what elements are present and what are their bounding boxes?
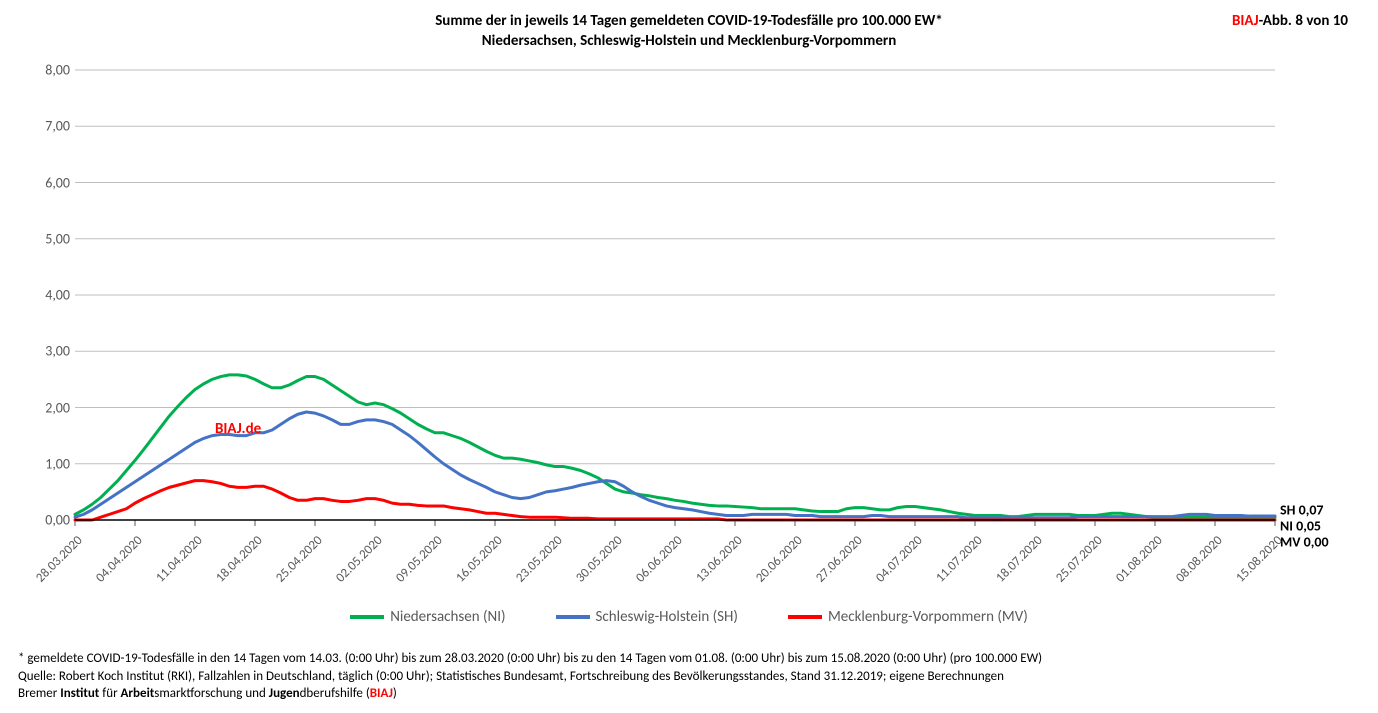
x-tick-label: 20.06.2020 xyxy=(753,533,806,586)
figure-number-label: BIAJ-Abb. 8 von 10 xyxy=(1232,12,1348,30)
legend-item-SH: Schleswig-Holstein (SH) xyxy=(556,608,738,626)
x-axis-labels: 28.03.202004.04.202011.04.202018.04.2020… xyxy=(75,525,1275,605)
x-tick-label: 04.04.2020 xyxy=(93,533,146,586)
biaj-watermark: BIAJ.de xyxy=(215,420,261,438)
legend-label: Niedersachsen (NI) xyxy=(390,608,505,626)
biaj-prefix: BIAJ xyxy=(1232,12,1259,30)
x-tick-label: 23.05.2020 xyxy=(513,533,566,586)
x-tick-label: 11.04.2020 xyxy=(153,533,206,586)
y-tick-label: 8,00 xyxy=(45,62,70,79)
legend-label: Schleswig-Holstein (SH) xyxy=(596,608,738,626)
x-tick-label: 11.07.2020 xyxy=(933,533,986,586)
legend: Niedersachsen (NI) Schleswig-Holstein (SH… xyxy=(0,608,1378,626)
end-value-label: SH 0,07 xyxy=(1280,502,1324,519)
x-tick-label: 18.04.2020 xyxy=(213,533,266,586)
title-line-1: Summe der in jeweils 14 Tagen gemeldeten… xyxy=(0,12,1378,32)
x-tick-label: 08.08.2020 xyxy=(1173,533,1226,586)
legend-label: Mecklenburg-Vorpommern (MV) xyxy=(828,608,1028,626)
x-tick-label: 16.05.2020 xyxy=(453,533,506,586)
footnote: * gemeldete COVID-19-Todesfälle in den 1… xyxy=(18,650,1358,703)
footnote-line-1: * gemeldete COVID-19-Todesfälle in den 1… xyxy=(18,650,1358,668)
series-end-labels: SH 0,07NI 0,05MV 0,00 xyxy=(1280,70,1370,520)
legend-item-NI: Niedersachsen (NI) xyxy=(350,608,505,626)
y-tick-label: 7,00 xyxy=(45,118,70,135)
plot-area: BIAJ.de xyxy=(75,70,1275,520)
x-tick-label: 28.03.2020 xyxy=(33,533,86,586)
x-tick-label: 13.06.2020 xyxy=(693,533,746,586)
x-tick-label: 25.04.2020 xyxy=(273,533,326,586)
footnote-line-2: Quelle: Robert Koch Institut (RKI), Fall… xyxy=(18,668,1358,686)
legend-swatch xyxy=(350,615,384,619)
y-tick-label: 4,00 xyxy=(45,287,70,304)
plot-svg xyxy=(75,70,1275,520)
x-tick-label: 09.05.2020 xyxy=(393,533,446,586)
x-tick-label: 02.05.2020 xyxy=(333,533,386,586)
legend-swatch xyxy=(788,615,822,619)
y-tick-label: 0,00 xyxy=(45,512,70,529)
series-line-NI xyxy=(75,375,1275,517)
title-line-2: Niedersachsen, Schleswig-Holstein und Me… xyxy=(0,32,1378,52)
y-axis-labels: 0,001,002,003,004,005,006,007,008,00 xyxy=(20,70,70,520)
end-value-label: NI 0,05 xyxy=(1280,518,1321,535)
x-tick-label: 27.06.2020 xyxy=(813,533,866,586)
x-tick-label: 18.07.2020 xyxy=(993,533,1046,586)
chart-container: Summe der in jeweils 14 Tagen gemeldeten… xyxy=(0,0,1378,713)
y-tick-label: 3,00 xyxy=(45,343,70,360)
x-tick-label: 04.07.2020 xyxy=(873,533,926,586)
legend-swatch xyxy=(556,615,590,619)
y-tick-label: 5,00 xyxy=(45,230,70,247)
y-tick-label: 1,00 xyxy=(45,455,70,472)
x-tick-label: 15.08.2020 xyxy=(1233,533,1286,586)
y-tick-label: 2,00 xyxy=(45,399,70,416)
chart-title: Summe der in jeweils 14 Tagen gemeldeten… xyxy=(0,12,1378,51)
end-value-label: MV 0,00 xyxy=(1280,534,1329,551)
figure-number: -Abb. 8 von 10 xyxy=(1259,12,1348,30)
x-tick-label: 30.05.2020 xyxy=(573,533,626,586)
legend-item-MV: Mecklenburg-Vorpommern (MV) xyxy=(788,608,1028,626)
x-tick-label: 06.06.2020 xyxy=(633,533,686,586)
footnote-line-3: Bremer Institut für Arbeitsmarktforschun… xyxy=(18,685,1358,703)
x-tick-label: 01.08.2020 xyxy=(1113,533,1166,586)
x-tick-label: 25.07.2020 xyxy=(1053,533,1106,586)
y-tick-label: 6,00 xyxy=(45,174,70,191)
